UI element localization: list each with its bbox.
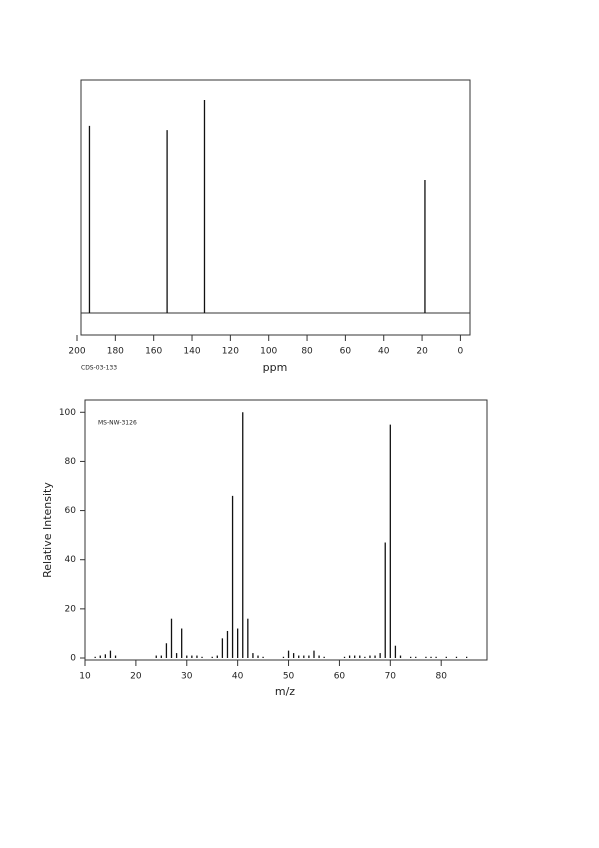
x-tick-label: 120 xyxy=(222,347,239,357)
nmr-x-label: ppm xyxy=(263,361,288,374)
x-tick-label: 60 xyxy=(340,347,352,357)
ms-note: MS-NW-3126 xyxy=(98,420,137,427)
x-tick-label: 60 xyxy=(334,672,346,682)
x-tick-label: 50 xyxy=(283,672,295,682)
x-tick-label: 100 xyxy=(260,347,277,357)
nmr-note: CDS-03-133 xyxy=(81,365,117,372)
x-tick-label: 80 xyxy=(435,672,447,682)
x-tick-label: 40 xyxy=(378,347,390,357)
y-tick-label: 100 xyxy=(59,408,76,418)
y-tick-label: 0 xyxy=(70,654,76,664)
x-tick-label: 10 xyxy=(79,672,91,682)
x-tick-label: 160 xyxy=(145,347,162,357)
y-tick-label: 40 xyxy=(65,555,77,565)
x-tick-label: 30 xyxy=(181,672,193,682)
x-tick-label: 0 xyxy=(458,347,464,357)
x-tick-label: 140 xyxy=(183,347,200,357)
x-tick-label: 20 xyxy=(130,672,142,682)
x-tick-label: 180 xyxy=(107,347,124,357)
nmr-frame xyxy=(80,79,471,336)
x-tick-label: 70 xyxy=(385,672,397,682)
ms-x-label: m/z xyxy=(275,685,295,698)
ms-y-label: Relative Intensity xyxy=(41,482,54,578)
ms-frame xyxy=(84,399,488,661)
x-tick-label: 80 xyxy=(301,347,313,357)
x-tick-label: 200 xyxy=(68,347,85,357)
x-tick-label: 20 xyxy=(416,347,428,357)
y-tick-label: 20 xyxy=(65,604,77,614)
x-tick-label: 40 xyxy=(232,672,244,682)
y-tick-label: 80 xyxy=(65,457,77,467)
y-tick-label: 60 xyxy=(65,506,77,516)
